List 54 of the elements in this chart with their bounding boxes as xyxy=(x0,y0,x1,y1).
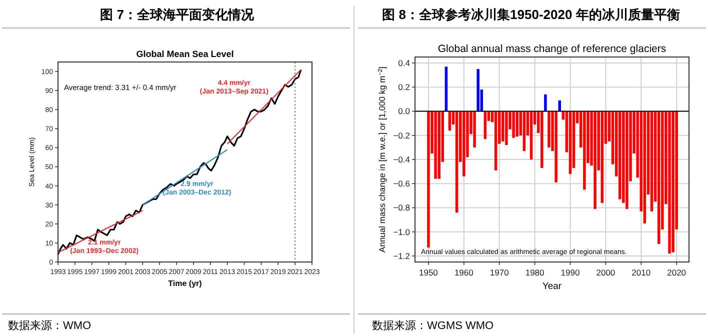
x-tick-label: 1950 xyxy=(419,268,438,278)
bar xyxy=(476,69,480,112)
x-tick-label: 1990 xyxy=(560,268,580,278)
bar xyxy=(444,66,448,112)
bar xyxy=(434,111,437,179)
bar xyxy=(540,111,544,168)
x-tick-label: 1960 xyxy=(454,268,474,278)
bar xyxy=(657,111,660,244)
bar xyxy=(650,111,654,212)
y-tick-label: −1.0 xyxy=(393,226,410,237)
bar xyxy=(643,111,646,224)
x-tick-label: 2020 xyxy=(667,268,686,278)
source-note: 数据来源：WMO xyxy=(8,319,92,332)
y-tick-label: 0.0 xyxy=(398,106,410,116)
bar xyxy=(512,111,515,138)
chart-title: 图 8：全球参考冰川集1950-2020 年的冰川质量平衡 xyxy=(382,7,680,22)
x-tick-label: 2000 xyxy=(596,268,616,278)
chart-subtitle: Global Mean Sea Level xyxy=(136,49,234,59)
bar xyxy=(594,111,596,209)
bar xyxy=(544,94,547,112)
bar xyxy=(618,111,622,200)
bar xyxy=(505,111,508,146)
bar xyxy=(554,111,558,182)
chart-subtitle: Global annual mass change of reference glaciers xyxy=(438,43,666,55)
bar xyxy=(626,111,628,209)
bar xyxy=(462,111,466,176)
bar xyxy=(502,111,504,142)
bar xyxy=(558,100,562,112)
x-tick-label: 1970 xyxy=(490,268,510,278)
bar xyxy=(548,111,550,148)
bar xyxy=(494,111,498,170)
y-tick-label: −0.8 xyxy=(393,202,410,213)
bar xyxy=(438,111,440,179)
x-tick-label: 1980 xyxy=(525,268,545,278)
x-axis-title: Year xyxy=(542,281,562,292)
line-series xyxy=(57,68,302,256)
bar xyxy=(672,111,674,252)
x-axis-title: Time (yr) xyxy=(168,279,202,288)
bar xyxy=(516,111,518,137)
bar xyxy=(473,111,476,148)
x-tick-label: 2010 xyxy=(632,268,651,278)
y-tick-label: 0.4 xyxy=(398,58,410,68)
y-tick-label: −0.6 xyxy=(393,178,410,189)
chart-title: 图 7：全球海平面变化情况 xyxy=(100,7,255,22)
bar xyxy=(600,111,604,203)
y-tick-label: −0.2 xyxy=(393,130,410,140)
bar xyxy=(583,111,586,190)
y-tick-label: −0.4 xyxy=(393,154,410,164)
bar xyxy=(455,111,458,213)
y-tick-label: 0.2 xyxy=(398,82,410,92)
y-tick-label: −1.2 xyxy=(393,250,410,261)
bar xyxy=(668,111,671,254)
bar xyxy=(427,111,430,248)
source-note: 数据来源：WGMS WMO xyxy=(372,319,494,332)
